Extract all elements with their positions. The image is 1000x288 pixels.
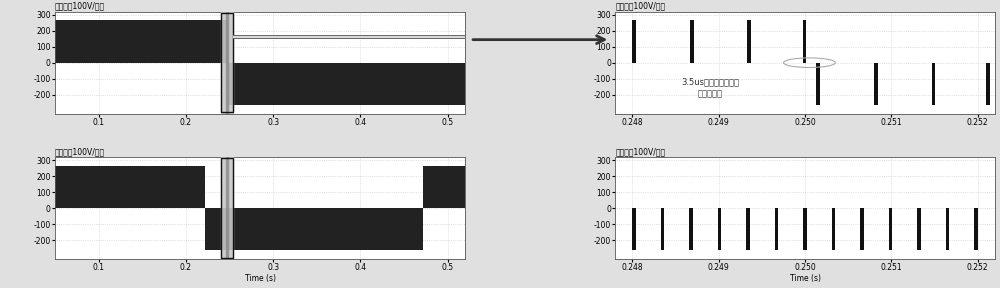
Text: 3.5us，不满足器件最
小开关时间: 3.5us，不满足器件最 小开关时间 <box>681 77 739 98</box>
Bar <box>221 12 233 114</box>
Text: 线电压（100V/格）: 线电压（100V/格） <box>55 147 105 156</box>
Bar <box>226 157 228 259</box>
Bar <box>221 157 233 259</box>
Text: 线电压（100V/格）: 线电压（100V/格） <box>615 147 665 156</box>
Bar <box>221 158 233 257</box>
Text: 相电压（100V/格）: 相电压（100V/格） <box>55 2 105 11</box>
X-axis label: Time (s): Time (s) <box>245 274 276 283</box>
Bar <box>221 13 233 112</box>
Text: 相电压（100V/格）: 相电压（100V/格） <box>615 2 665 11</box>
X-axis label: Time (s): Time (s) <box>790 274 821 283</box>
Bar <box>226 12 228 114</box>
